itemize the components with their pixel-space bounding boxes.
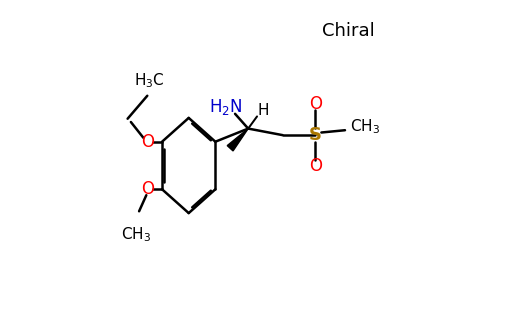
Text: Chiral: Chiral bbox=[322, 22, 374, 40]
Text: O: O bbox=[141, 180, 154, 198]
Text: CH$_3$: CH$_3$ bbox=[121, 225, 151, 244]
Text: H: H bbox=[257, 103, 269, 118]
Text: O: O bbox=[309, 95, 322, 113]
Text: S: S bbox=[309, 126, 322, 144]
Text: O: O bbox=[309, 157, 322, 175]
Text: H$_3$C: H$_3$C bbox=[134, 71, 164, 90]
Polygon shape bbox=[227, 128, 248, 151]
Text: O: O bbox=[141, 133, 154, 151]
Text: H$_2$N: H$_2$N bbox=[208, 97, 242, 117]
Text: CH$_3$: CH$_3$ bbox=[350, 118, 380, 136]
